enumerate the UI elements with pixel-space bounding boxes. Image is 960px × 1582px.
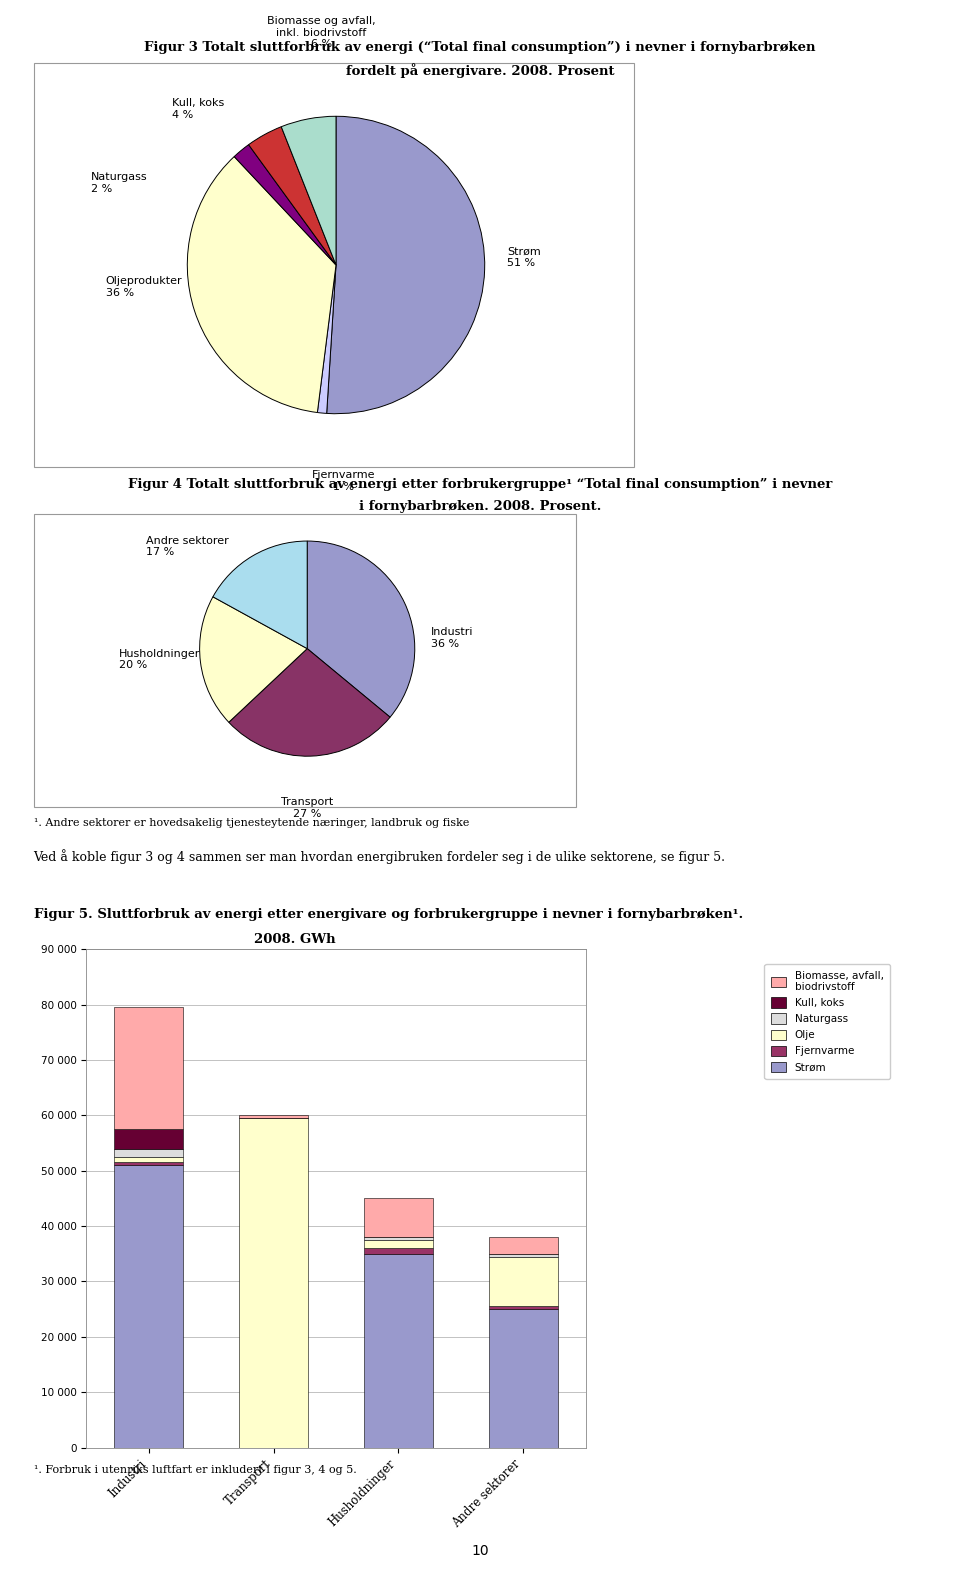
Text: 10: 10 <box>471 1544 489 1558</box>
Bar <box>364 1248 433 1253</box>
Text: Industri
36 %: Industri 36 % <box>431 626 473 649</box>
Wedge shape <box>213 541 307 649</box>
Bar <box>114 1130 183 1149</box>
Text: Transport
27 %: Transport 27 % <box>281 797 333 818</box>
Text: ¹. Andre sektorer er hovedsakelig tjenesteytende næringer, landbruk og fiske: ¹. Andre sektorer er hovedsakelig tjenes… <box>34 818 469 827</box>
Text: fordelt på energivare. 2008. Prosent: fordelt på energivare. 2008. Prosent <box>346 63 614 78</box>
Bar <box>239 1118 308 1448</box>
Bar <box>364 1253 433 1448</box>
Bar <box>489 1256 558 1307</box>
Wedge shape <box>307 541 415 717</box>
Text: Husholdninger
20 %: Husholdninger 20 % <box>119 649 201 671</box>
Bar <box>364 1237 433 1240</box>
Bar <box>114 1149 183 1156</box>
Text: Ved å koble figur 3 og 4 sammen ser man hvordan energibruken fordeler seg i de u: Ved å koble figur 3 og 4 sammen ser man … <box>34 850 726 864</box>
Text: i fornybarbrøken. 2008. Prosent.: i fornybarbrøken. 2008. Prosent. <box>359 500 601 513</box>
Bar <box>114 1156 183 1163</box>
Text: Biomasse og avfall,
inkl. biodrivstoff
6 %: Biomasse og avfall, inkl. biodrivstoff 6… <box>267 16 375 49</box>
Wedge shape <box>187 157 336 413</box>
Wedge shape <box>228 649 390 756</box>
Wedge shape <box>249 127 336 264</box>
Bar <box>239 1115 308 1118</box>
Text: Naturgass
2 %: Naturgass 2 % <box>90 172 147 195</box>
Wedge shape <box>326 115 485 413</box>
Text: Oljeprodukter
36 %: Oljeprodukter 36 % <box>106 277 182 297</box>
Text: Strøm
51 %: Strøm 51 % <box>507 247 540 269</box>
Text: Figur 4 Totalt sluttforbruk av energi etter forbrukergruppe¹ “Total final consum: Figur 4 Totalt sluttforbruk av energi et… <box>128 478 832 490</box>
Text: Kull, koks
4 %: Kull, koks 4 % <box>173 98 225 120</box>
Bar <box>364 1240 433 1248</box>
Bar <box>114 1008 183 1130</box>
Text: Figur 3 Totalt sluttforbruk av energi (“Total final consumption”) i nevner i for: Figur 3 Totalt sluttforbruk av energi (“… <box>144 41 816 54</box>
Bar <box>114 1164 183 1448</box>
Bar <box>489 1308 558 1448</box>
Bar <box>114 1163 183 1164</box>
Text: Andre sektorer
17 %: Andre sektorer 17 % <box>146 536 228 557</box>
Wedge shape <box>234 144 336 264</box>
Text: 2008. GWh: 2008. GWh <box>254 933 336 946</box>
Bar <box>364 1199 433 1237</box>
Legend: Biomasse, avfall,
biodrivstoff, Kull, koks, Naturgass, Olje, Fjernvarme, Strøm: Biomasse, avfall, biodrivstoff, Kull, ko… <box>764 965 890 1079</box>
Text: Fjernvarme
1 %: Fjernvarme 1 % <box>312 470 375 492</box>
Bar <box>489 1307 558 1308</box>
Wedge shape <box>281 115 336 264</box>
Wedge shape <box>318 264 336 413</box>
Bar <box>489 1237 558 1253</box>
Text: Figur 5. Sluttforbruk av energi etter energivare og forbrukergruppe i nevner i f: Figur 5. Sluttforbruk av energi etter en… <box>34 908 743 921</box>
Wedge shape <box>200 596 307 723</box>
Bar <box>489 1253 558 1256</box>
Text: ¹. Forbruk i utenriks luftfart er inkludert i figur 3, 4 og 5.: ¹. Forbruk i utenriks luftfart er inklud… <box>34 1465 356 1474</box>
